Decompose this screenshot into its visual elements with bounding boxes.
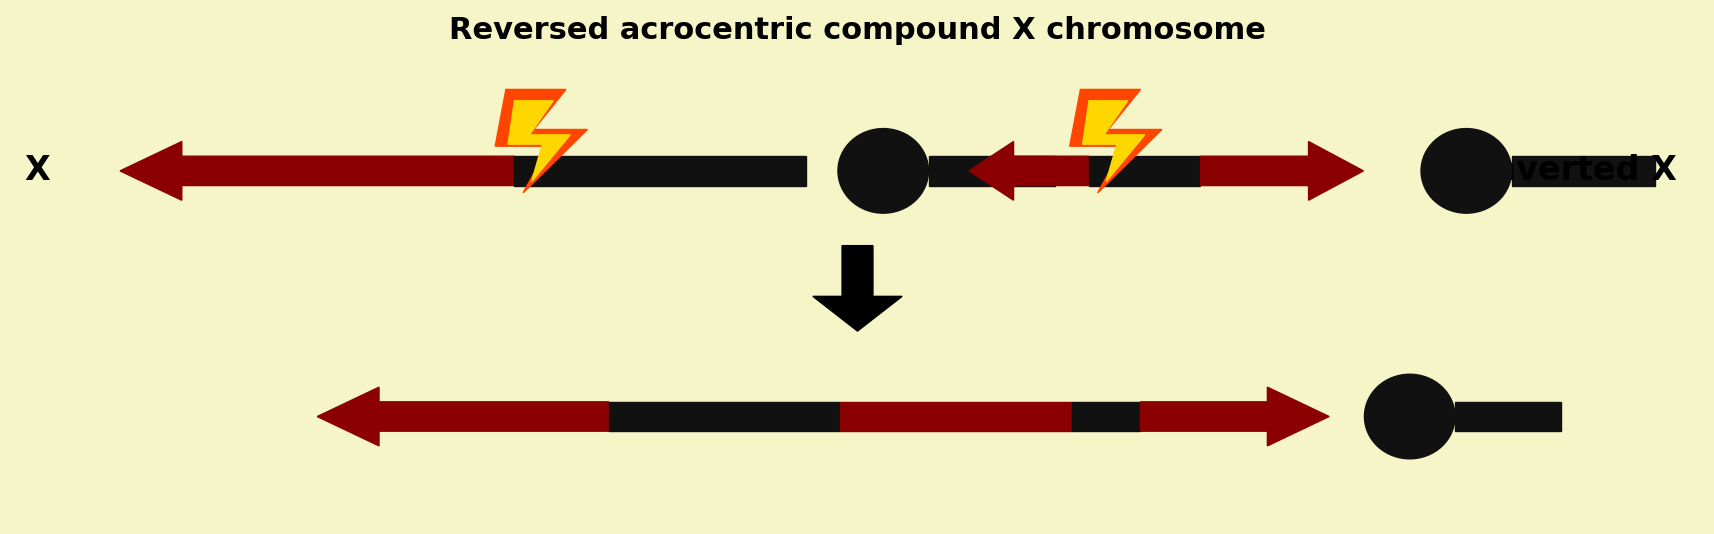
Bar <box>1088 156 1200 185</box>
FancyArrow shape <box>120 142 514 200</box>
FancyArrow shape <box>1200 142 1363 200</box>
Polygon shape <box>1070 89 1162 193</box>
Text: X: X <box>24 154 51 187</box>
Bar <box>1453 402 1560 431</box>
Polygon shape <box>1082 101 1145 182</box>
FancyArrow shape <box>317 387 608 446</box>
Polygon shape <box>495 89 586 193</box>
Polygon shape <box>507 101 569 182</box>
Bar <box>1071 402 1140 431</box>
Bar <box>608 402 840 431</box>
Bar <box>514 156 806 185</box>
FancyArrow shape <box>1140 387 1328 446</box>
Bar <box>840 402 1071 431</box>
Bar <box>1510 156 1654 185</box>
Ellipse shape <box>1421 129 1510 213</box>
Ellipse shape <box>1364 374 1453 459</box>
Text: Inverted X: Inverted X <box>1479 154 1676 187</box>
Text: Reversed acrocentric compound X chromosome: Reversed acrocentric compound X chromoso… <box>449 16 1265 45</box>
Ellipse shape <box>838 129 927 213</box>
FancyArrow shape <box>812 246 902 331</box>
FancyArrow shape <box>968 142 1088 200</box>
Bar <box>927 156 1054 185</box>
